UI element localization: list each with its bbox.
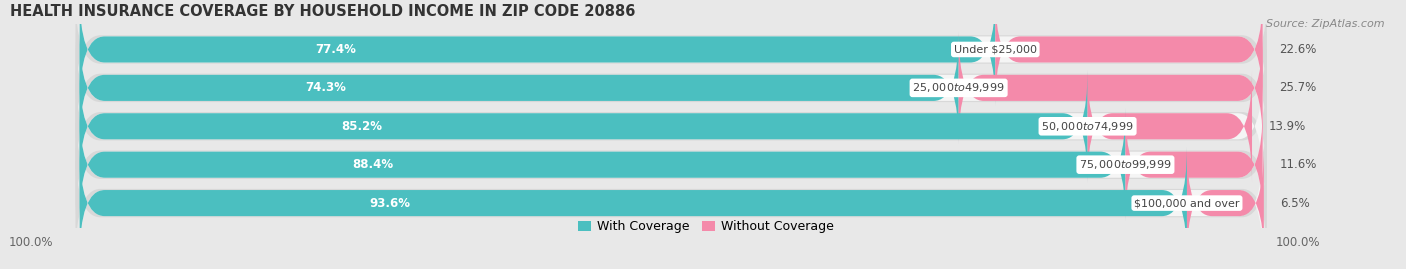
FancyBboxPatch shape [995, 0, 1263, 105]
FancyBboxPatch shape [80, 147, 1263, 259]
FancyBboxPatch shape [76, 110, 1267, 220]
Text: 77.4%: 77.4% [315, 43, 357, 56]
Text: HEALTH INSURANCE COVERAGE BY HOUSEHOLD INCOME IN ZIP CODE 20886: HEALTH INSURANCE COVERAGE BY HOUSEHOLD I… [10, 4, 636, 19]
FancyBboxPatch shape [80, 109, 1263, 221]
FancyBboxPatch shape [80, 32, 959, 144]
Text: $100,000 and over: $100,000 and over [1135, 198, 1240, 208]
FancyBboxPatch shape [1187, 147, 1264, 259]
Text: 25.7%: 25.7% [1279, 81, 1316, 94]
Text: Under $25,000: Under $25,000 [953, 44, 1036, 54]
Text: $75,000 to $99,999: $75,000 to $99,999 [1080, 158, 1171, 171]
Text: 22.6%: 22.6% [1279, 43, 1317, 56]
Text: $25,000 to $49,999: $25,000 to $49,999 [912, 81, 1005, 94]
FancyBboxPatch shape [80, 70, 1088, 182]
FancyBboxPatch shape [80, 32, 1263, 144]
Text: 11.6%: 11.6% [1279, 158, 1317, 171]
FancyBboxPatch shape [1088, 70, 1251, 182]
FancyBboxPatch shape [76, 71, 1267, 181]
Text: $50,000 to $74,999: $50,000 to $74,999 [1042, 120, 1133, 133]
Text: 88.4%: 88.4% [352, 158, 394, 171]
Legend: With Coverage, Without Coverage: With Coverage, Without Coverage [574, 215, 838, 238]
FancyBboxPatch shape [80, 109, 1125, 221]
FancyBboxPatch shape [80, 0, 995, 105]
FancyBboxPatch shape [80, 70, 1263, 182]
Text: 74.3%: 74.3% [305, 81, 346, 94]
FancyBboxPatch shape [76, 33, 1267, 143]
FancyBboxPatch shape [80, 0, 1263, 105]
FancyBboxPatch shape [959, 32, 1263, 144]
FancyBboxPatch shape [80, 147, 1187, 259]
Text: 13.9%: 13.9% [1268, 120, 1306, 133]
Text: 85.2%: 85.2% [342, 120, 382, 133]
Text: 93.6%: 93.6% [370, 197, 411, 210]
FancyBboxPatch shape [1125, 109, 1263, 221]
FancyBboxPatch shape [76, 0, 1267, 104]
Text: Source: ZipAtlas.com: Source: ZipAtlas.com [1267, 19, 1385, 29]
Text: 6.5%: 6.5% [1281, 197, 1310, 210]
FancyBboxPatch shape [76, 148, 1267, 258]
